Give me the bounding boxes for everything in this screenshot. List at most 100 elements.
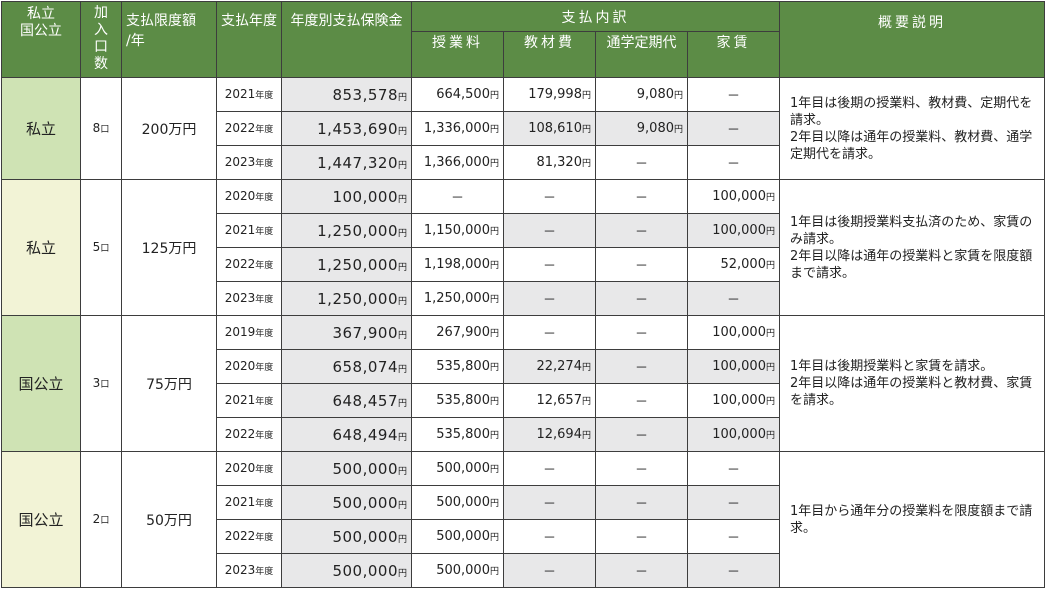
cell-pass: －: [595, 145, 688, 180]
year-unit: 年度: [255, 567, 274, 577]
cell-year: 2023年度: [216, 145, 282, 180]
group-units-value: 5: [92, 240, 101, 254]
rent-value: 100,000: [712, 427, 766, 442]
yen-unit: 円: [397, 126, 407, 137]
cell-materials: －: [503, 247, 596, 282]
cell-tuition: －: [411, 179, 504, 214]
cell-pass: 9,080円: [595, 111, 688, 146]
tuition-value: 500,000: [436, 563, 490, 578]
yen-unit: 円: [397, 92, 407, 103]
year-value: 2023: [224, 563, 256, 577]
year-unit: 年度: [255, 159, 274, 169]
cell-tuition: 535,800円: [411, 383, 504, 418]
materials-value: 81,320: [536, 155, 582, 170]
group-units: 2口: [80, 451, 122, 588]
group-type-label: 私立: [25, 120, 56, 138]
rent-value: 100,000: [712, 223, 766, 238]
materials-value: 179,998: [528, 87, 582, 102]
cell-materials: 81,320円: [503, 145, 596, 180]
year-unit: 年度: [255, 261, 274, 271]
table-row: 2023年度 1,250,000円 1,250,000円－－－: [2, 281, 1045, 316]
year-value: 2023: [224, 155, 256, 169]
pass-value: 9,080: [636, 121, 674, 136]
group-limit: 50万円: [121, 451, 217, 588]
cell-pass: －: [595, 553, 688, 588]
yen-unit: 円: [765, 363, 775, 373]
cell-paid: 500,000円: [281, 451, 412, 486]
cell-paid: 853,578円: [281, 77, 412, 112]
pass-value: －: [634, 361, 648, 376]
yen-unit: 円: [765, 227, 775, 237]
header-rent: 家賃: [687, 31, 780, 78]
yen-unit: 円: [489, 329, 499, 339]
year-value: 2020: [224, 359, 256, 373]
cell-rent: 100,000円: [687, 349, 780, 384]
group-type-label: 私立: [25, 239, 56, 257]
table-row: 国公立 3口 75万円 2019年度 367,900円 267,900円－－ 100,000…: [1, 315, 1045, 452]
year-unit: 年度: [255, 397, 274, 407]
tuition-value: 500,000: [436, 495, 490, 510]
cell-paid: 500,000円: [281, 485, 412, 520]
cell-pass: －: [595, 349, 688, 384]
year-value: 2021: [224, 87, 256, 101]
cell-paid: 500,000円: [281, 553, 412, 588]
cell-paid: 1,250,000円: [281, 281, 412, 316]
cell-tuition: 1,150,000円: [411, 213, 504, 248]
year-value: 2022: [224, 121, 256, 135]
header-materials: 教材費: [503, 31, 596, 78]
yen-unit: 円: [489, 397, 499, 407]
cell-tuition: 1,198,000円: [411, 247, 504, 282]
yen-unit: 円: [581, 397, 591, 407]
paid-value: 1,250,000: [317, 255, 398, 274]
header-limit: 支払限度額 /年: [121, 1, 217, 78]
materials-value: －: [542, 497, 556, 512]
group-type: 私立: [1, 77, 81, 180]
year-value: 2021: [224, 495, 256, 509]
yen-unit: 円: [765, 193, 775, 203]
paid-value: 1,250,000: [317, 221, 398, 240]
header-type: 私立 国公立: [1, 1, 81, 78]
yen-unit: 円: [673, 91, 683, 101]
table-row: 私立 8口 200万円 2021年度 853,578円 664,500円 179,998円 9…: [1, 77, 1045, 180]
header-breakdown: 支払内訳: [411, 1, 780, 32]
kuchi-unit: 口: [100, 380, 110, 390]
table-row: 2022年度 648,494円 535,800円 12,694円－ 100,000円: [2, 417, 1045, 452]
year-value: 2022: [224, 427, 256, 441]
group-type-label: 国公立: [18, 375, 64, 393]
yen-unit: 円: [581, 125, 591, 135]
group-units-value: 2: [92, 512, 101, 526]
group-limit: 75万円: [121, 315, 217, 452]
group-note-text: 1年目は後期授業料支払済のため、家賃のみ請求。 2年目以降は通年の授業料と家賃を…: [790, 214, 1033, 281]
materials-value: －: [542, 327, 556, 342]
cell-materials: 22,274円: [503, 349, 596, 384]
yen-unit: 円: [673, 125, 683, 135]
cell-tuition: 664,500円: [411, 77, 504, 112]
cell-pass: －: [595, 519, 688, 554]
cell-tuition: 535,800円: [411, 417, 504, 452]
paid-value: 658,074: [332, 357, 398, 376]
cell-year: 2020年度: [216, 349, 282, 384]
cell-rent: －: [687, 553, 780, 588]
yen-unit: 円: [489, 567, 499, 577]
materials-value: －: [542, 565, 556, 580]
pass-value: －: [634, 259, 648, 274]
group-units-value: 3: [92, 376, 101, 390]
cell-tuition: 500,000円: [411, 553, 504, 588]
yen-unit: 円: [489, 533, 499, 543]
tuition-value: 500,000: [436, 461, 490, 476]
table-row: 国公立 2口 50万円 2020年度 500,000円 500,000円－－－ 1年目から通…: [1, 451, 1045, 588]
yen-unit: 円: [489, 227, 499, 237]
yen-unit: 円: [489, 499, 499, 509]
header-pass: 通学定期代: [595, 31, 688, 78]
cell-rent: 100,000円: [687, 213, 780, 248]
group-limit-value: 50万円: [146, 512, 192, 529]
tuition-value: 535,800: [436, 427, 490, 442]
cell-rent: 100,000円: [687, 179, 780, 214]
cell-materials: 179,998円: [503, 77, 596, 112]
year-unit: 年度: [255, 363, 274, 373]
cell-rent: 100,000円: [687, 383, 780, 418]
tuition-value: 664,500: [436, 87, 490, 102]
yen-unit: 円: [397, 160, 407, 171]
yen-unit: 円: [489, 465, 499, 475]
rent-value: －: [726, 293, 740, 308]
